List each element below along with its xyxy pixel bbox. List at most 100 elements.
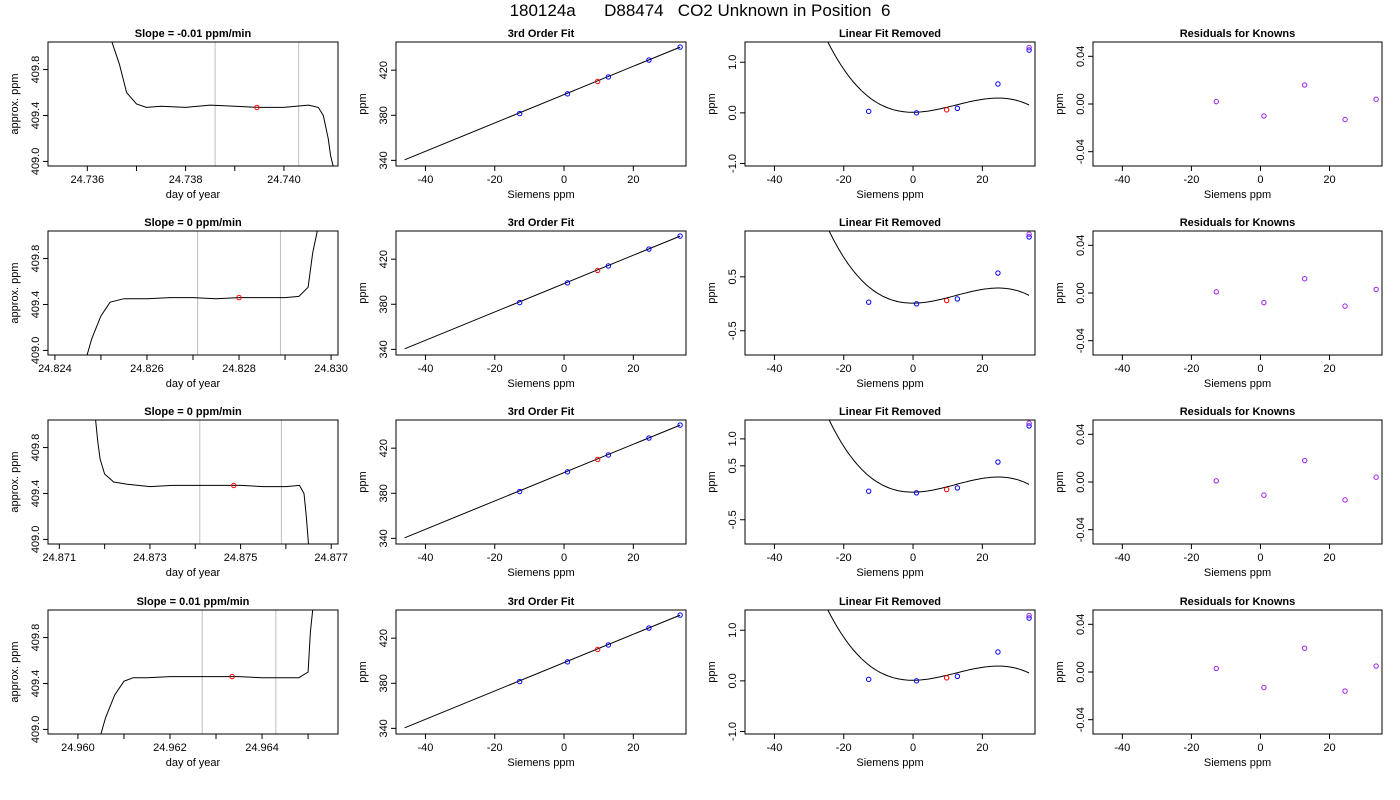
known-point <box>913 490 920 496</box>
unknown-point <box>943 107 950 113</box>
known-point <box>1026 615 1032 621</box>
y-tick-label: 380 <box>378 484 390 502</box>
x-tick-label: -40 <box>766 363 782 375</box>
y-axis-label: approx. ppm <box>9 262 21 323</box>
fit-curve <box>827 42 1030 113</box>
known-point <box>564 91 571 97</box>
known-point <box>677 233 683 239</box>
subplot-4-3: -40 -20 0 20 -1.0 0.0 1.0 Linear Fit Removed Sie… <box>706 596 1036 769</box>
residual-point <box>1301 82 1308 88</box>
y-tick-label: -0.5 <box>727 510 739 529</box>
x-axis-label: day of year <box>166 378 221 390</box>
subplot-title: 3rd Order Fit <box>508 596 575 608</box>
y-axis-label: approx. ppm <box>9 73 21 134</box>
residual-point <box>1261 299 1267 306</box>
known-point <box>564 469 571 475</box>
unknown-point <box>594 78 601 85</box>
x-tick-label: 0 <box>1257 363 1263 375</box>
y-tick-label: 420 <box>378 61 390 79</box>
x-tick-label: 0 <box>1257 742 1263 754</box>
residual-point <box>1261 492 1267 498</box>
x-tick-label: -40 <box>1114 742 1130 754</box>
residual-point <box>1342 688 1348 694</box>
x-tick-label: -20 <box>487 742 503 754</box>
fit-curve <box>828 420 1030 493</box>
x-axis-label: day of year <box>166 567 221 579</box>
x-tick-label: 20 <box>976 174 988 186</box>
fit-curve <box>827 610 1030 681</box>
x-tick-label: -40 <box>766 742 782 754</box>
y-tick-label: 0.5 <box>727 269 739 284</box>
plot-area <box>100 610 314 734</box>
plot-frame <box>1092 41 1383 167</box>
y-axis-label: ppm <box>706 93 718 114</box>
known-point <box>995 270 1001 276</box>
plot-frame <box>1092 609 1383 735</box>
subplot-title: 3rd Order Fit <box>508 217 575 229</box>
x-axis-label: Siemens ppm <box>856 567 923 579</box>
plot-frame <box>47 41 339 167</box>
x-axis-label: Siemens ppm <box>507 757 574 769</box>
y-tick-label: 409.0 <box>30 337 42 365</box>
subplot-3-4: -40 -20 0 20 -0.04 0.00 0.04 Residuals for Know… <box>1054 406 1383 579</box>
x-tick-label: 0 <box>910 363 916 375</box>
known-point <box>954 105 961 112</box>
x-tick-label: 24.960 <box>61 742 95 754</box>
subplot-title: Slope = 0 ppm/min <box>144 406 242 418</box>
known-point <box>605 642 612 648</box>
plot-frame <box>395 419 687 545</box>
unknown-point <box>943 297 950 304</box>
residual-point <box>1213 289 1219 295</box>
y-tick-label: 409.8 <box>30 245 42 273</box>
x-tick-label: 24.738 <box>169 174 203 186</box>
y-axis-label: ppm <box>1054 282 1066 303</box>
unknown-point <box>594 646 601 653</box>
subplot-title: Residuals for Knowns <box>1180 28 1296 40</box>
x-axis-label: Siemens ppm <box>1204 189 1271 201</box>
known-point <box>1026 420 1032 426</box>
fit-curve <box>828 231 1030 304</box>
y-axis-label: ppm <box>706 282 718 303</box>
y-tick-label: 0.5 <box>727 458 739 473</box>
subplot-4-1: 24.960 24.962 24.964 409.0 409.4 409.8 Slope =… <box>9 596 339 769</box>
x-tick-label: 24.736 <box>70 174 104 186</box>
known-point <box>954 673 961 680</box>
known-point <box>605 74 612 80</box>
plot-area <box>111 42 334 166</box>
x-tick-label: -20 <box>836 552 852 564</box>
plot-frame <box>395 230 687 356</box>
x-tick-label: -40 <box>766 174 782 186</box>
subplot-3-1: 24.871 24.873 24.875 24.877 409.0 409.4 409.8 S… <box>9 406 348 579</box>
known-point <box>1026 44 1032 51</box>
x-tick-label: 24.824 <box>38 363 72 375</box>
subplot-title: Linear Fit Removed <box>839 217 941 229</box>
y-tick-label: 0.04 <box>1075 424 1087 445</box>
x-tick-label: -20 <box>836 174 852 186</box>
x-tick-label: 24.871 <box>43 552 77 564</box>
subplot-1-2: -40 -20 0 20 340 380 420 3rd Order Fit Siemens p… <box>357 28 687 201</box>
subplot-3-2: -40 -20 0 20 340 380 420 3rd Order Fit Siemens p… <box>357 406 687 579</box>
x-tick-label: 20 <box>976 742 988 754</box>
x-tick-label: -20 <box>487 363 503 375</box>
residual-point <box>1373 663 1379 669</box>
series-line <box>404 235 681 350</box>
x-tick-label: 24.877 <box>314 552 348 564</box>
known-point <box>1026 612 1032 619</box>
plot-frame <box>47 419 339 545</box>
y-tick-label: 0.00 <box>1075 661 1087 682</box>
known-point <box>564 280 571 286</box>
y-tick-label: 0.00 <box>1075 93 1087 114</box>
residual-point <box>1213 98 1219 105</box>
plot-frame <box>1092 419 1383 545</box>
x-axis-label: Siemens ppm <box>507 189 574 201</box>
plot-frame <box>47 609 339 735</box>
y-tick-label: -0.04 <box>1075 707 1087 732</box>
x-tick-label: -20 <box>487 552 503 564</box>
series-line <box>86 231 318 355</box>
sample-marker <box>231 482 237 489</box>
series-line <box>404 424 681 539</box>
plot-area <box>1213 275 1379 309</box>
subplot-title: Residuals for Knowns <box>1180 217 1296 229</box>
residual-point <box>1342 497 1348 503</box>
plot-frame <box>1092 230 1383 356</box>
